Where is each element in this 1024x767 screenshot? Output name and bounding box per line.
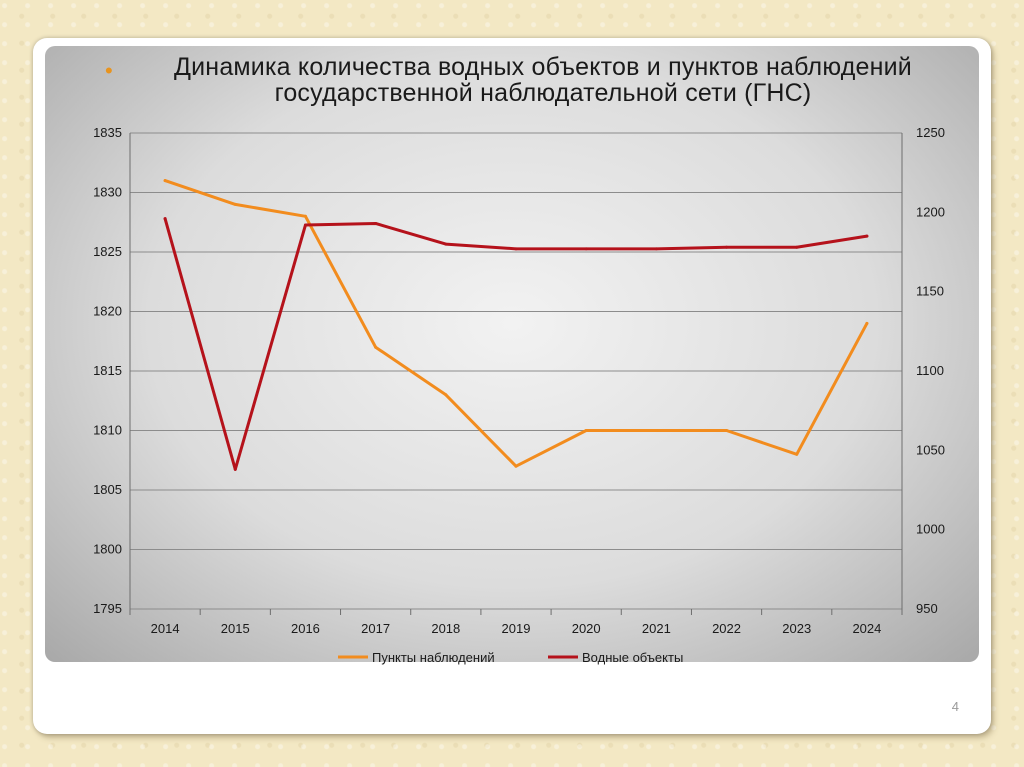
- y-right-tick-label: 1150: [916, 284, 944, 299]
- x-tick-label: 2021: [642, 621, 671, 636]
- data-point: [303, 214, 307, 218]
- slide-title: Динамика количества водных объектов и пу…: [133, 54, 953, 106]
- y-right-tick-label: 950: [916, 601, 938, 616]
- y-left-tick-label: 1800: [93, 542, 122, 557]
- data-point: [303, 223, 307, 227]
- data-point: [163, 179, 167, 183]
- data-point: [865, 321, 869, 325]
- data-point: [233, 202, 237, 206]
- y-left-tick-label: 1830: [93, 185, 122, 200]
- data-point: [514, 464, 518, 468]
- data-point: [584, 247, 588, 251]
- y-left-tick-label: 1835: [93, 125, 122, 140]
- y-right-tick-label: 1200: [916, 204, 945, 219]
- x-tick-label: 2016: [291, 621, 320, 636]
- data-point: [725, 245, 729, 249]
- y-left-tick-label: 1795: [93, 601, 122, 616]
- data-point: [374, 221, 378, 225]
- x-tick-label: 2022: [712, 621, 741, 636]
- data-point: [584, 429, 588, 432]
- y-right-tick-label: 1250: [916, 125, 945, 140]
- data-point: [795, 452, 799, 456]
- data-point: [725, 429, 729, 432]
- slide: • Динамика количества водных объектов и …: [33, 38, 991, 734]
- y-left-tick-label: 1820: [93, 304, 122, 319]
- x-tick-label: 2020: [572, 621, 601, 636]
- x-tick-label: 2024: [852, 621, 881, 636]
- x-tick-label: 2015: [221, 621, 250, 636]
- legend-label: Водные объекты: [582, 650, 683, 665]
- x-tick-label: 2017: [361, 621, 390, 636]
- data-point: [444, 242, 448, 246]
- slide-title-line-2: государственной наблюдательной сети (ГНС…: [274, 79, 812, 107]
- y-right-tick-label: 1100: [916, 363, 944, 378]
- page-number: 4: [951, 699, 959, 714]
- x-tick-label: 2014: [151, 621, 180, 636]
- series-line-2: [163, 217, 869, 471]
- y-left-tick-label: 1810: [93, 423, 122, 438]
- legend-label: Пункты наблюдений: [372, 650, 495, 665]
- y-right-tick-label: 1050: [916, 442, 945, 457]
- data-point: [444, 393, 448, 397]
- x-tick-label: 2019: [502, 621, 531, 636]
- data-point: [514, 247, 518, 251]
- y-right-tick-label: 1000: [916, 522, 945, 537]
- y-left-tick-label: 1805: [93, 482, 122, 497]
- y-left-tick-label: 1825: [93, 244, 122, 259]
- data-point: [654, 247, 658, 251]
- y-left-tick-label: 1815: [93, 363, 122, 378]
- data-point: [233, 467, 237, 471]
- line-chart: 1795 1800 1805 1810 1815 1820 1825 1830 1835 950 1…: [93, 125, 945, 665]
- data-point: [865, 234, 869, 238]
- data-point: [374, 345, 378, 349]
- data-point: [163, 217, 167, 221]
- x-tick-label: 2023: [782, 621, 811, 636]
- x-tick-label: 2018: [431, 621, 460, 636]
- bullet-icon: •: [105, 58, 113, 83]
- series-line-1: [163, 179, 869, 468]
- data-point: [654, 429, 658, 432]
- slide-title-line-1: Динамика количества водных объектов и пу…: [174, 53, 912, 81]
- chart-panel: [45, 46, 979, 662]
- data-point: [795, 245, 799, 249]
